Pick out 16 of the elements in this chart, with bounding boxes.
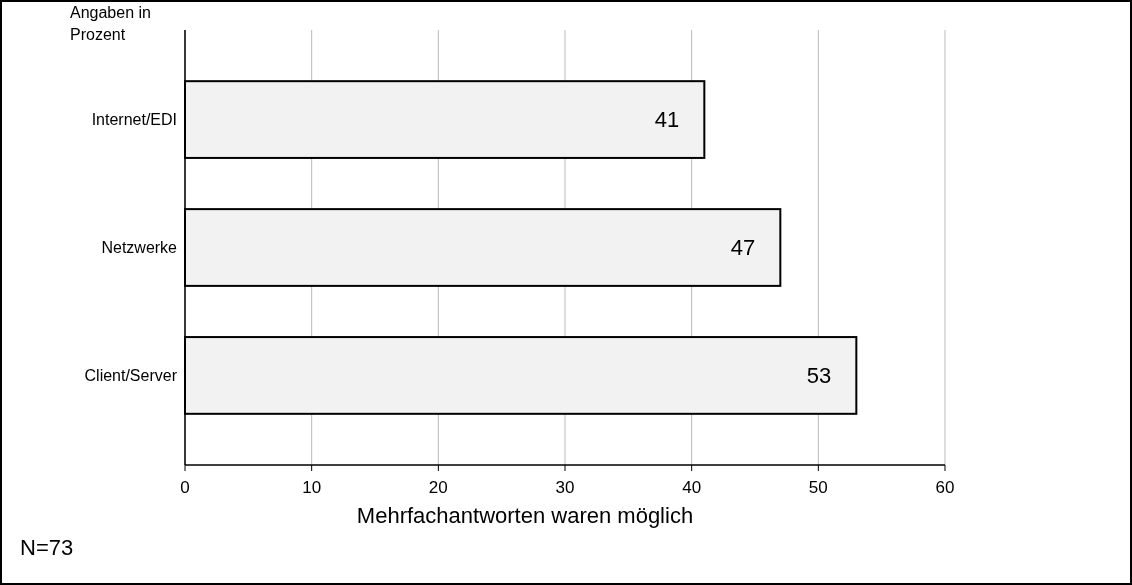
text: N=73 [20, 535, 74, 560]
x-axis-title: Mehrfachantworten waren möglich [356, 503, 694, 528]
x-tick-label: 10 [302, 478, 322, 497]
x-tick-label: 0 [180, 478, 190, 497]
x-tick-label: 40 [682, 478, 702, 497]
x-tick-label: 60 [935, 478, 955, 497]
y-tick-label: Client/Server [84, 366, 178, 384]
x-tick-label: 50 [808, 478, 828, 497]
data-label: 41 [654, 107, 680, 133]
data-label: 53 [806, 362, 832, 388]
y-tick-label: Internet/EDI [91, 111, 177, 129]
data-label: 47 [730, 235, 756, 260]
x-tick-label: 30 [555, 478, 575, 497]
text: Angaben in Prozent [70, 4, 151, 43]
x-tick-label: 20 [428, 478, 448, 497]
y-tick-label: Netzwerke [101, 239, 178, 256]
